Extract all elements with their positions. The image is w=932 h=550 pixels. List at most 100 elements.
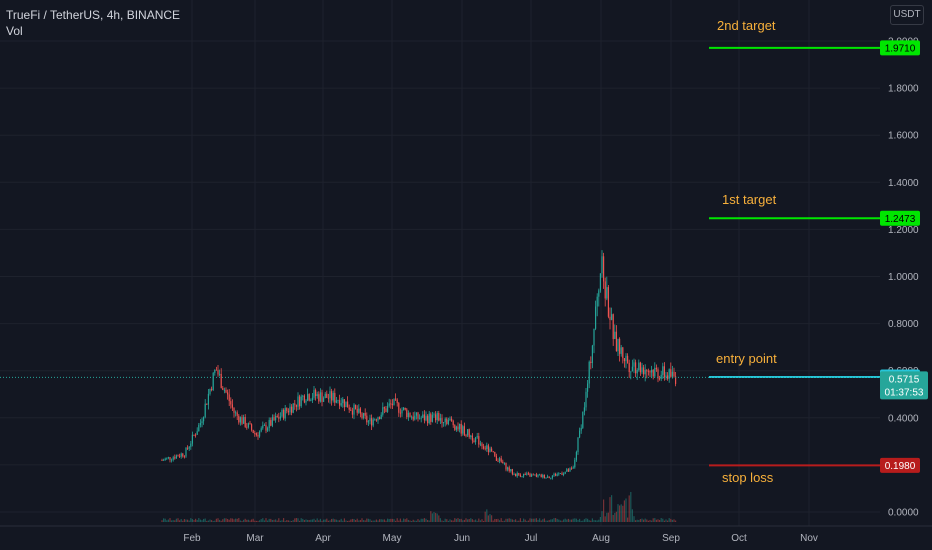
candle-body bbox=[161, 460, 163, 461]
candle-body bbox=[529, 473, 531, 477]
volume-bar bbox=[334, 519, 336, 522]
volume-bar bbox=[363, 520, 365, 522]
candle-body bbox=[561, 473, 563, 475]
volume-bar bbox=[297, 518, 299, 522]
candle-body bbox=[345, 401, 347, 408]
x-tick-label: Jun bbox=[454, 533, 470, 544]
candle-body bbox=[287, 410, 289, 413]
candle-body bbox=[195, 434, 197, 436]
volume-bar bbox=[339, 520, 341, 522]
candle-body bbox=[347, 401, 349, 408]
volume-bar bbox=[547, 520, 549, 522]
candle-body bbox=[478, 436, 480, 445]
volume-bar bbox=[243, 519, 245, 522]
candle-body bbox=[430, 413, 432, 422]
candle-body bbox=[364, 412, 366, 416]
volume-bar bbox=[246, 519, 248, 522]
volume-bar bbox=[292, 520, 294, 522]
candle-body bbox=[188, 446, 190, 449]
candle-body bbox=[222, 387, 224, 390]
volume-bar bbox=[340, 518, 342, 522]
candle-body bbox=[300, 396, 302, 407]
candle-body bbox=[489, 448, 491, 453]
volume-bar bbox=[620, 504, 622, 522]
candle-body bbox=[662, 366, 664, 375]
volume-bar bbox=[195, 518, 197, 522]
candle-body bbox=[446, 418, 448, 424]
candle-body bbox=[492, 451, 494, 453]
volume-bar bbox=[630, 491, 632, 522]
currency-button[interactable]: USDT bbox=[890, 5, 924, 25]
volume-bar bbox=[281, 520, 283, 522]
volume-bar bbox=[374, 520, 376, 522]
candle-body bbox=[646, 370, 648, 372]
volume-bar bbox=[403, 518, 405, 522]
candle-body bbox=[367, 421, 369, 423]
candle-body bbox=[211, 388, 213, 390]
volume-bar bbox=[462, 520, 464, 522]
candle-body bbox=[511, 469, 513, 475]
candle-body bbox=[556, 474, 558, 476]
volume-bar bbox=[649, 519, 651, 522]
volume-bar bbox=[311, 519, 313, 522]
volume-bar bbox=[612, 514, 614, 522]
volume-label[interactable]: Vol bbox=[6, 24, 23, 38]
volume-bar bbox=[566, 519, 568, 522]
volume-bar bbox=[182, 520, 184, 522]
candle-body bbox=[668, 369, 670, 379]
volume-bar bbox=[665, 519, 667, 522]
volume-bar bbox=[593, 520, 595, 522]
volume-bar bbox=[343, 518, 345, 522]
candle-body bbox=[174, 457, 176, 459]
candle-body bbox=[199, 423, 201, 425]
volume-bar bbox=[463, 519, 465, 522]
candle-body bbox=[519, 474, 521, 477]
symbol-title[interactable]: TrueFi / TetherUS, 4h, BINANCE bbox=[6, 8, 181, 22]
candle-body bbox=[508, 467, 510, 472]
y-tick-label: 0.4000 bbox=[888, 413, 919, 424]
volume-bar bbox=[396, 518, 398, 522]
volume-bar bbox=[524, 519, 526, 522]
volume-bar bbox=[641, 518, 643, 522]
level-price-tag-label: 0.1980 bbox=[885, 461, 916, 472]
candle-body bbox=[382, 407, 384, 415]
candle-body bbox=[617, 338, 619, 352]
candle-body bbox=[289, 406, 291, 413]
volume-bar bbox=[655, 519, 657, 522]
volume-bar bbox=[647, 520, 649, 522]
candle-body bbox=[359, 408, 361, 414]
candle-body bbox=[230, 401, 232, 405]
candle-body bbox=[169, 457, 171, 460]
candle-body bbox=[212, 372, 214, 390]
candle-body bbox=[363, 412, 365, 418]
candle-body bbox=[214, 369, 216, 373]
candle-body bbox=[524, 474, 526, 475]
volume-bar bbox=[529, 518, 531, 522]
volume-bar bbox=[211, 520, 213, 522]
time-axis[interactable]: Feb Mar Apr May Jun Jul Aug Sep Oct Nov bbox=[0, 525, 932, 544]
candle-body bbox=[537, 474, 539, 477]
volume-bar bbox=[390, 518, 392, 522]
candle-body bbox=[243, 417, 245, 424]
volume-bar bbox=[252, 518, 254, 522]
level-price-tag-label: 1.9710 bbox=[885, 43, 916, 54]
volume-bar bbox=[364, 520, 366, 522]
candle-body bbox=[228, 394, 230, 402]
volume-bar bbox=[236, 518, 238, 522]
candle-body bbox=[660, 374, 662, 379]
volume-bar bbox=[174, 520, 176, 522]
volume-bar bbox=[457, 518, 459, 522]
candle-body bbox=[383, 407, 385, 409]
volume-bar bbox=[177, 518, 179, 522]
volume-bar bbox=[478, 518, 480, 522]
candle-body bbox=[476, 436, 478, 438]
volume-bar bbox=[323, 519, 325, 522]
candle-body bbox=[323, 398, 325, 402]
candle-body bbox=[407, 412, 409, 418]
volume-bar bbox=[470, 518, 472, 522]
volume-bar bbox=[275, 519, 277, 522]
volume-bar bbox=[172, 520, 174, 522]
volume-bar bbox=[383, 519, 385, 522]
